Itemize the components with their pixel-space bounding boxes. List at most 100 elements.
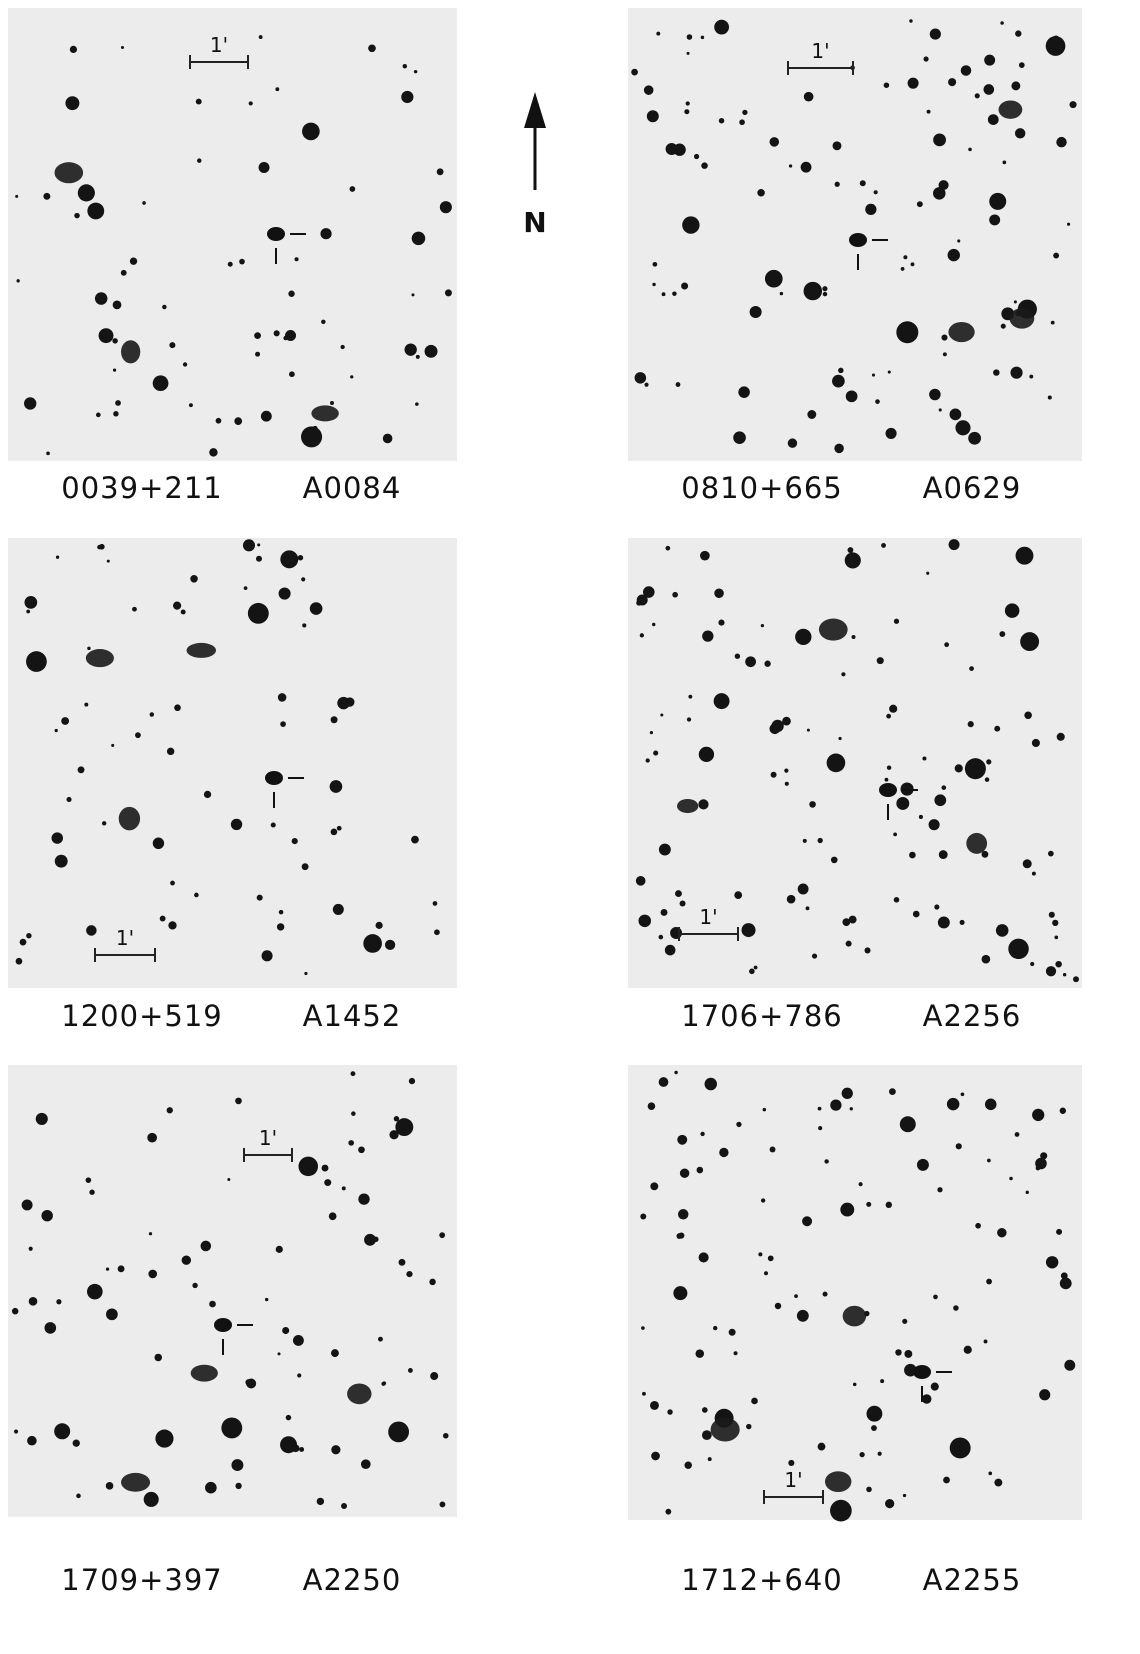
star (115, 400, 121, 406)
star (987, 1159, 991, 1163)
star (845, 552, 861, 568)
star (288, 291, 294, 297)
star (678, 1209, 688, 1219)
star (1001, 324, 1006, 329)
star (87, 203, 104, 220)
star (794, 1294, 798, 1298)
star (22, 1199, 33, 1210)
star (917, 1159, 929, 1171)
star (342, 1186, 346, 1190)
star (437, 168, 444, 175)
star (1032, 1109, 1044, 1121)
star (259, 162, 270, 173)
star (363, 934, 382, 953)
star (1029, 375, 1033, 379)
star (243, 539, 255, 551)
star (874, 190, 878, 194)
star (885, 1499, 894, 1508)
star (659, 935, 664, 940)
star (282, 1327, 289, 1334)
star (827, 754, 846, 773)
star (87, 647, 90, 650)
star (278, 693, 287, 702)
star (675, 890, 682, 897)
star (73, 1440, 80, 1447)
star (443, 1433, 449, 1439)
star (168, 921, 176, 929)
star (388, 1421, 409, 1442)
star (964, 1346, 972, 1354)
star (1000, 21, 1004, 25)
star (957, 239, 960, 242)
star (929, 389, 941, 401)
star (761, 1198, 765, 1202)
scale-label: 1' (210, 33, 228, 57)
star (764, 661, 770, 667)
galaxy (1009, 308, 1034, 328)
star (1032, 872, 1036, 876)
star (852, 635, 856, 639)
star (812, 954, 817, 959)
star (646, 758, 650, 762)
star (350, 186, 356, 192)
galaxy (711, 1418, 740, 1442)
star (285, 330, 296, 341)
star (320, 228, 331, 239)
star (86, 1177, 92, 1183)
star (975, 1223, 981, 1229)
star (695, 1349, 704, 1358)
star (895, 1349, 901, 1355)
star (86, 925, 97, 936)
star (988, 1472, 992, 1476)
star (148, 1270, 157, 1279)
star (292, 838, 298, 844)
star (41, 1210, 52, 1221)
star (700, 1132, 704, 1136)
star (758, 1252, 762, 1256)
cluster-name: A0084 (303, 471, 402, 505)
star (648, 1102, 656, 1110)
star (866, 1406, 882, 1422)
target-galaxy (849, 233, 867, 247)
star (331, 1445, 340, 1454)
star (1046, 966, 1056, 976)
star (785, 782, 789, 786)
star (650, 1401, 659, 1410)
star (659, 844, 671, 856)
star (960, 920, 965, 925)
target-galaxy (265, 771, 283, 785)
star (913, 911, 920, 918)
star (986, 759, 991, 764)
star (687, 52, 690, 55)
star (676, 382, 681, 387)
star (416, 355, 420, 359)
star (262, 950, 273, 961)
star (433, 901, 438, 906)
star (1052, 920, 1058, 926)
star (383, 434, 393, 444)
star (322, 1165, 329, 1172)
star (718, 620, 724, 626)
star (275, 87, 279, 91)
star (302, 863, 309, 870)
star (106, 1267, 109, 1270)
target-galaxy (913, 1365, 931, 1379)
finding-chart: 1' (628, 1065, 1082, 1521)
star (254, 332, 261, 339)
star (975, 93, 980, 98)
star (641, 1326, 645, 1330)
star (789, 164, 792, 167)
star (394, 1116, 399, 1121)
star (911, 262, 915, 266)
star (1009, 1177, 1013, 1181)
star (259, 35, 263, 39)
star (647, 110, 659, 122)
star (682, 216, 699, 233)
star (939, 180, 949, 190)
star (841, 672, 845, 676)
star (735, 653, 740, 658)
star (830, 1099, 841, 1110)
star (665, 945, 676, 956)
star (330, 401, 334, 405)
star (926, 572, 929, 575)
